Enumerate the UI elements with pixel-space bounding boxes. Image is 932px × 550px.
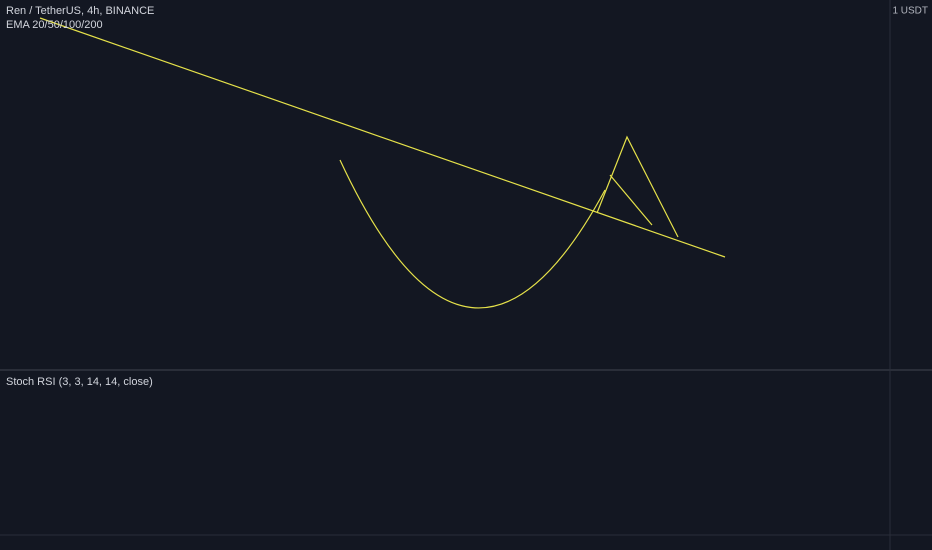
stoch-title: Stoch RSI (3, 3, 14, 14, close) [6,376,153,388]
indicator-legend: EMA 20/50/100/200 [6,19,103,31]
cup-curve [339,159,606,309]
axis-unit: 1 USDT [892,6,928,17]
triangle-side [609,174,653,226]
trend-line [39,17,726,258]
chart-title: Ren / TetherUS, 4h, BINANCE [6,5,154,17]
triangle [596,135,679,238]
drawings [39,17,726,309]
